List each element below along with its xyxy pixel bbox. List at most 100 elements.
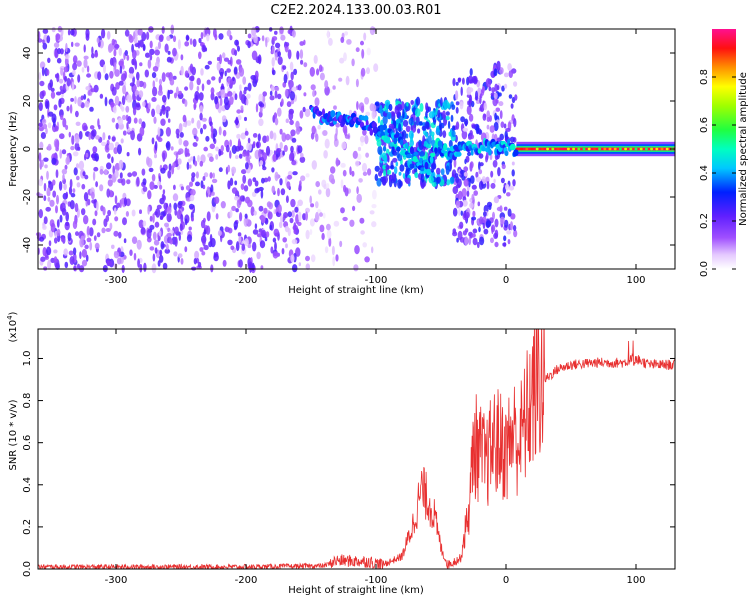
spectrogram-tone-cell [426,168,431,176]
spectrogram-cell [81,248,88,258]
spectrogram-cell [220,89,226,99]
spectrogram-cell [197,261,202,268]
spectrogram-cell [189,63,194,73]
spectrogram-cell [279,26,284,35]
spectrogram-cell [159,184,163,190]
spectrogram-cell [419,150,425,157]
spectrogram-cell [371,204,377,209]
spectrogram-cell [47,259,52,270]
spectrogram-cell [72,151,79,157]
spectrogram-cell [236,109,242,114]
spectrogram-cell [257,133,261,142]
spectrogram-x-tick-label: -200 [235,275,258,286]
spectrogram-cell [126,122,129,130]
spectrogram-cell [132,76,136,84]
spectrogram-cell [253,34,258,44]
spectrogram-cell [366,47,371,56]
spectrogram-cell [154,221,160,228]
spectrogram-cell [287,174,293,180]
spectrogram-cell [136,79,140,88]
spectrogram-cell [60,236,65,242]
spectrogram-cell [319,72,325,81]
spectrogram-tone-cell [470,149,474,156]
spectrogram-cell [47,197,51,202]
spectrogram-cell [77,96,82,107]
spectrogram-cell [173,251,178,257]
spectrogram-cell [207,60,212,65]
spectrogram-cell [386,169,392,175]
spectrogram-cell [154,49,160,56]
spectrogram-cell [165,142,170,149]
spectrogram-cell [205,225,211,235]
spectrogram-cell [244,238,249,247]
spectrogram-cell [389,142,394,147]
spectrogram-cell [83,125,88,131]
spectrogram-cell [296,50,300,60]
spectrogram-cell [262,95,266,103]
spectrogram-cell [247,178,253,187]
spectrogram-cell [206,33,210,42]
spectrogram-cell [180,54,184,61]
spectrogram-cell [199,247,204,252]
spectrogram-cell [510,213,516,220]
spectrogram-cell [209,143,215,150]
spectrogram-cell [149,181,155,191]
snr-y-scale-close: ) [8,311,19,315]
spectrogram-cell [153,239,160,246]
spectrogram-cell [189,80,194,91]
spectrogram-cell [158,230,162,237]
spectrogram-cell [265,37,268,48]
spectrogram-cell [244,116,247,122]
spectrogram-cell [503,235,507,242]
spectrogram-cell [471,233,476,238]
spectrogram-cell [315,201,319,209]
snr-y-scale-base: (x10 [8,320,19,343]
spectrogram-cell [55,91,62,96]
spectrogram-cell [287,49,292,60]
spectrogram-cell [184,99,188,107]
spectrogram-cell [430,131,435,137]
spectrogram-tone-cell [504,150,509,157]
spectrogram-cell [94,242,100,250]
spectrogram-cell [367,168,372,176]
spectrogram-cell [40,159,44,168]
spectrogram-cell [56,57,62,64]
spectrogram-cell [436,176,441,184]
spectrogram-cell [85,254,89,262]
spectrogram-cell [114,95,120,106]
spectrogram-cell [475,171,479,179]
spectrogram-cell [330,166,336,174]
spectrogram-cell [242,174,247,184]
spectrogram-cell [108,135,111,140]
spectrogram-cell [84,174,89,180]
spectrogram-cell [244,130,249,136]
spectrogram-cell [260,189,264,199]
spectrogram-cell [218,33,224,40]
spectrogram-cell [210,184,214,194]
spectrogram-cell [220,201,226,209]
spectrogram-cell [201,83,205,92]
spectrogram-cell [311,125,316,135]
spectrogram-carrier-cell [525,147,529,151]
spectrogram-cell [302,106,306,113]
spectrogram-cell [501,163,506,170]
spectrogram-cell [247,33,252,39]
spectrogram-cell [79,251,82,259]
spectrogram-cell [267,211,273,220]
spectrogram-cell [142,101,146,107]
spectrogram-cell [62,117,67,128]
spectrogram-cell [396,151,400,159]
spectrogram-cell [345,75,350,86]
spectrogram-cell [362,129,367,136]
spectrogram-carrier-cell [566,147,570,151]
spectrogram-cell [42,225,47,230]
spectrogram-cell [455,81,459,86]
spectrogram-cell [259,102,265,108]
spectrogram-cell [272,69,276,76]
spectrogram-cell [232,76,235,82]
spectrogram-cell [64,164,68,170]
spectrogram-cell [265,145,271,156]
spectrogram-cell [142,178,147,186]
spectrogram-cell [406,102,409,107]
spectrogram-cell [166,35,171,41]
